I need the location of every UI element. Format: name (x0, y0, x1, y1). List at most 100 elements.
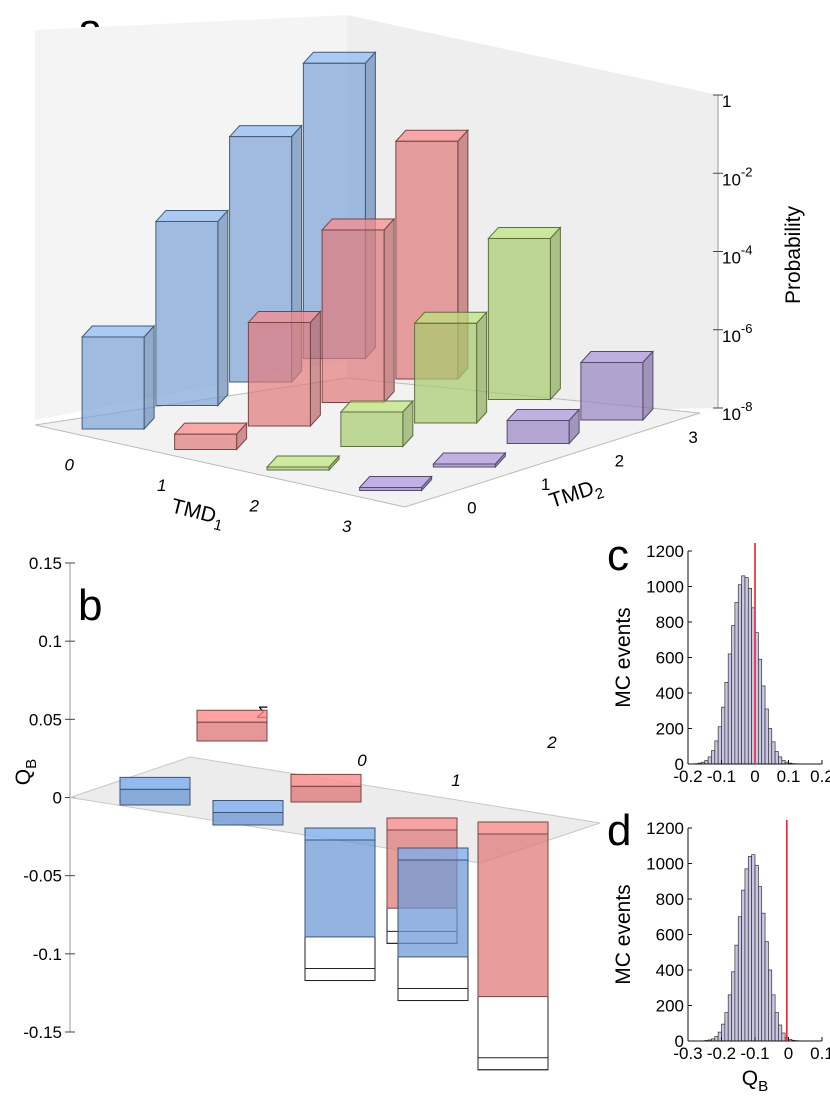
hist-bin (741, 575, 746, 765)
hist-bin (721, 706, 726, 765)
hist-bin (737, 916, 742, 1042)
panel-d-histogram: 0 200 400 600 800 1000 1200 -0.3 -0.2 -0.1 0 0.1 MC … (612, 819, 830, 1095)
hist-y-axis-label: MC events (612, 884, 635, 984)
hist-bin (731, 625, 736, 765)
hist-bin (774, 751, 779, 765)
hist-bin (727, 653, 732, 765)
bar-tmd1-1-tmd2-2 (247, 310, 322, 428)
hist-bin (754, 864, 759, 1042)
bar-Σ-red (196, 709, 268, 742)
hist-bin (768, 728, 773, 765)
hist-bin (734, 944, 739, 1042)
hist-bin (741, 889, 746, 1042)
hist-y-tick-label: 0 (675, 755, 684, 774)
hist-bin (724, 1012, 729, 1042)
hist-y-tick-label: 1200 (646, 542, 684, 561)
bar-tmd1-1-tmd2-3 (173, 421, 248, 451)
tmd1-tick-label: 1 (157, 476, 166, 495)
bar-tmd1-3-tmd2-1 (505, 408, 581, 445)
bar-tmd1-0-tmd2-2 (154, 209, 230, 407)
hist-bin (774, 1012, 779, 1042)
bar-tmd1-2-tmd2-3 (265, 454, 341, 472)
hist-bin (771, 741, 776, 765)
hist-x-tick-label: -0.3 (673, 1044, 702, 1063)
bar-0-blue (304, 827, 376, 938)
z-tick-label: 10-2 (722, 164, 752, 189)
column-label: 2 (546, 733, 557, 752)
hist-x-axis-label: QB (742, 1067, 768, 1095)
hist-bin (711, 750, 716, 765)
panel-letter-c: c (607, 531, 629, 580)
hist-y-tick-label: 1000 (646, 578, 684, 597)
panel-letter-b: b (78, 581, 102, 630)
hist-bin (714, 1036, 719, 1042)
hist-bin (714, 740, 719, 765)
hist-bin (768, 969, 773, 1042)
hist-y-tick-label: 1200 (646, 819, 684, 838)
hist-y-tick-label: 400 (656, 961, 684, 980)
bar-tmd1-3-tmd2-3 (358, 475, 433, 492)
column-label: 1 (451, 771, 460, 790)
hist-bin (734, 602, 739, 765)
hist-y-tick-label: 800 (656, 613, 684, 632)
hist-bin (764, 941, 769, 1042)
hist-y-tick-label: 200 (656, 720, 684, 739)
bar-2-red (477, 821, 549, 998)
hist-bin (778, 1024, 783, 1042)
hist-x-tick-label: -0.2 (673, 767, 702, 786)
hist-bin (747, 856, 752, 1042)
hist-bin (751, 854, 756, 1042)
qb-tick-label: 0 (53, 789, 62, 808)
hist-bin (707, 756, 712, 765)
bar-tmd1-2-tmd2-2 (339, 399, 415, 448)
hist-bin (764, 708, 769, 765)
tmd1-tick-label: 0 (65, 455, 75, 474)
hist-bin (761, 685, 766, 765)
hist-bin (771, 994, 776, 1042)
hist-x-tick-label: 0 (750, 767, 759, 786)
hist-bin (704, 760, 709, 765)
bar-tmd1-0-tmd2-3 (80, 324, 156, 431)
hist-bin (761, 912, 766, 1042)
panel-b-3d-bars: 0.150.10.050-0.05-0.1-0.15QBΣ012 (12, 554, 601, 1071)
hist-x-tick-label: 0 (784, 1044, 793, 1063)
hist-bin (757, 658, 763, 765)
panel-a-3d-bars: 1 10-2 10-4 10-6 10-8 Probability 0 1 2 3 0 1 2 3 TMD1… (34, 15, 805, 536)
hist-x-tick-label: -0.2 (707, 1044, 736, 1063)
qb-tick-label: -0.05 (23, 867, 62, 886)
qb-tick-label: -0.15 (23, 1023, 62, 1042)
tmd2-tick-label: 3 (688, 428, 697, 447)
hist-bin (744, 577, 749, 765)
hist-y-tick-label: 0 (675, 1032, 684, 1051)
tmd1-axis-label: TMD1 (168, 495, 227, 535)
panel-c-histogram: 0 200 400 600 800 1000 1200 -0.2 -0.1 0 0.1 0.2 MC e… (612, 542, 830, 786)
hist-y-tick-label: 600 (656, 649, 684, 668)
z-tick-label: 1 (722, 92, 731, 111)
hist-x-tick-label: -0.1 (707, 767, 736, 786)
tmd2-axis-label: TMD2 (546, 474, 606, 517)
tmd2-tick-label: 2 (615, 451, 624, 470)
tmd1-tick-label: 2 (249, 496, 260, 515)
hist-x-tick-label: 0.1 (777, 767, 801, 786)
qb-tick-label: 0.1 (38, 632, 62, 651)
qb-tick-label: 0.05 (29, 710, 62, 729)
tmd1-tick-label: 3 (342, 517, 352, 536)
hist-y-tick-label: 400 (656, 684, 684, 703)
hist-y-tick-label: 1000 (646, 855, 684, 874)
z-tick-label: 10-8 (722, 399, 752, 424)
hist-bin (757, 886, 763, 1042)
tmd2-tick-label: 0 (467, 498, 476, 517)
bar-tmd1-3-tmd2-0 (579, 350, 655, 422)
hist-x-tick-label: 0.1 (810, 1044, 830, 1063)
hist-bin (781, 1032, 786, 1042)
hist-x-tick-label: -0.1 (740, 1044, 769, 1063)
z-axis-label: Probability (782, 205, 805, 304)
tmd2-tick-label: 1 (541, 475, 550, 494)
hist-x-tick-label: 0.2 (810, 767, 830, 786)
hist-bin (731, 971, 736, 1042)
bar-Σ-blue-back (119, 776, 191, 806)
bar-tmd1-1-tmd2-1 (320, 217, 396, 404)
hist-bin (744, 868, 749, 1042)
hist-bin (724, 681, 729, 765)
z-tick-label: 10-4 (722, 243, 752, 268)
